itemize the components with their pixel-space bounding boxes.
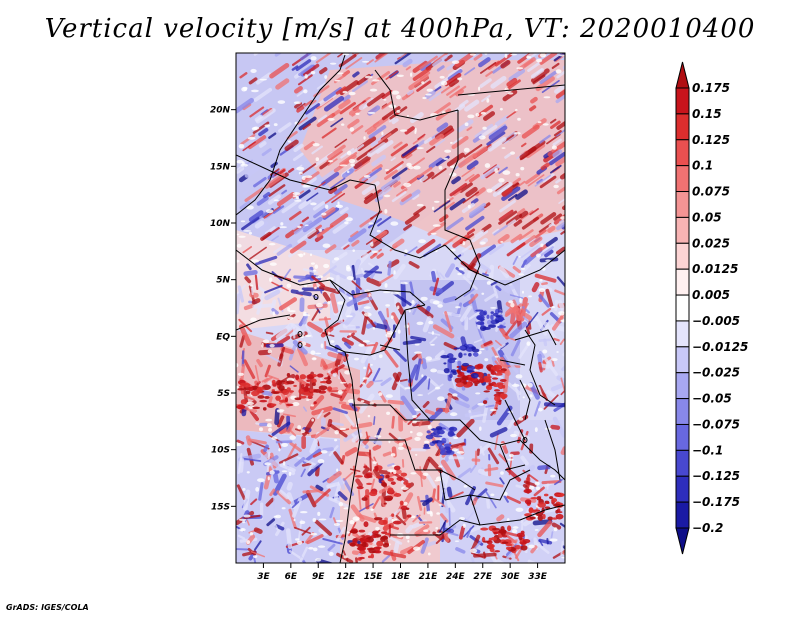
lat-tick-label: 10S bbox=[211, 446, 230, 456]
colorbar-label: −0.175 bbox=[692, 495, 740, 509]
lon-tick-label: 15E bbox=[364, 572, 384, 582]
colorbar-segment bbox=[675, 191, 690, 218]
colorbar-label: 0.0125 bbox=[692, 262, 738, 276]
colorbar-label: 0.025 bbox=[692, 236, 730, 250]
lat-tick-label: EQ bbox=[216, 332, 230, 342]
colorbar-segment bbox=[675, 165, 690, 193]
lon-tick-label: 21E bbox=[419, 572, 439, 582]
latitude-axis: 20N 15N 10N 5N EQ 5S 10S 15S bbox=[210, 106, 236, 512]
lat-tick-label: 10N bbox=[210, 219, 231, 229]
colorbar-label: 0.1 bbox=[692, 159, 713, 173]
colorbar-min-arrow bbox=[675, 527, 690, 555]
country-borders bbox=[236, 54, 565, 563]
colorbar-label: −0.005 bbox=[692, 314, 740, 328]
colorbar-label: 0.15 bbox=[692, 107, 722, 121]
colorbar-label: −0.05 bbox=[692, 392, 732, 406]
lon-tick-label: 6E bbox=[285, 572, 298, 582]
lon-tick-label: 3E bbox=[257, 572, 270, 582]
colorbar-segment bbox=[675, 268, 690, 296]
velocity-field bbox=[236, 53, 565, 563]
lat-tick-label: 5N bbox=[216, 276, 230, 286]
lon-tick-label: 12E bbox=[336, 572, 356, 582]
colorbar-segment bbox=[675, 398, 690, 425]
colorbar-segment bbox=[675, 475, 690, 503]
colorbar-label: −0.075 bbox=[692, 417, 740, 431]
lon-tick-label: 18E bbox=[391, 572, 411, 582]
lon-tick-label: 9E bbox=[312, 572, 325, 582]
colorbar-segment bbox=[675, 449, 690, 477]
map-title: Vertical velocity [m/s] at 400hPa, VT: 2… bbox=[44, 14, 756, 44]
colorbar-label: 0.075 bbox=[692, 185, 730, 199]
lat-tick-label: 20N bbox=[210, 106, 231, 116]
colorbar-segment bbox=[675, 242, 690, 270]
colorbar-label: −0.025 bbox=[692, 366, 740, 380]
colorbar-segment bbox=[675, 113, 690, 141]
colorbar-label: 0.125 bbox=[692, 133, 730, 147]
colorbar-segment bbox=[675, 501, 690, 529]
colorbar-segment bbox=[675, 372, 690, 400]
lat-tick-label: 15S bbox=[211, 502, 230, 512]
colorbar-segment bbox=[675, 216, 690, 244]
colorbar-label: 0.175 bbox=[692, 81, 730, 95]
lat-tick-label: 15N bbox=[210, 162, 231, 172]
colorbar-segment bbox=[675, 294, 690, 322]
grads-credit: GrADS: IGES/COLA bbox=[6, 603, 89, 612]
lon-tick-label: 24E bbox=[446, 572, 466, 582]
colorbar-label: −0.2 bbox=[692, 521, 723, 535]
colorbar-label: −0.125 bbox=[692, 469, 740, 483]
colorbar-segment bbox=[675, 346, 690, 374]
colorbar-segment bbox=[675, 320, 690, 348]
colorbar-label: 0.005 bbox=[692, 288, 730, 302]
lat-tick-label: 5S bbox=[217, 389, 230, 399]
lon-tick-label: 33E bbox=[528, 572, 548, 582]
colorbar-segment bbox=[675, 87, 690, 115]
colorbar: 0.175 0.15 0.125 0.1 0.075 0.05 0.025 0.0125 0.0… bbox=[675, 61, 748, 555]
lon-tick-label: 30E bbox=[501, 572, 521, 582]
colorbar-label: −0.0125 bbox=[692, 340, 748, 354]
colorbar-label: 0.05 bbox=[692, 210, 722, 224]
colorbar-max-arrow bbox=[675, 61, 690, 89]
colorbar-label: −0.1 bbox=[692, 443, 723, 457]
lon-tick-label: 27E bbox=[473, 572, 493, 582]
colorbar-segment bbox=[675, 139, 690, 167]
longitude-axis: 3E 6E 9E 12E 15E 18E 21E 24E 27E 30E 33E bbox=[257, 563, 548, 582]
colorbar-segment bbox=[675, 423, 690, 451]
